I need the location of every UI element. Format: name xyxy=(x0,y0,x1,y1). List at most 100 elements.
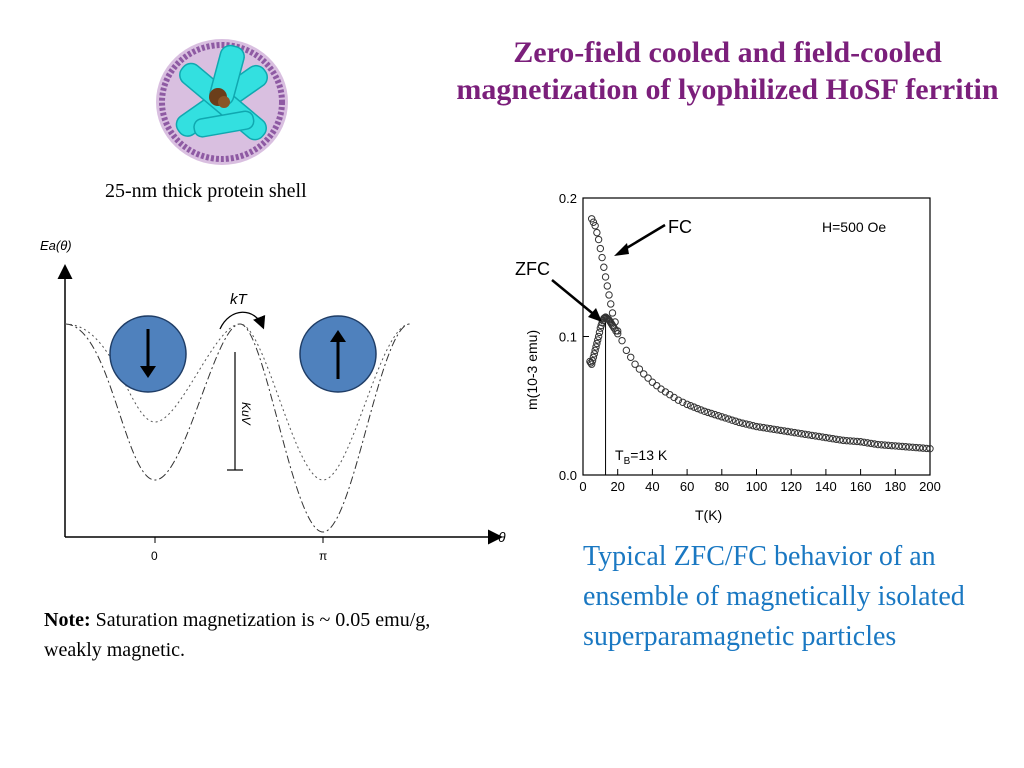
zfc-data-point xyxy=(592,343,600,351)
fc-data-point xyxy=(756,423,764,431)
fc-data-point xyxy=(635,365,644,373)
fc-data-point xyxy=(735,418,743,427)
fc-data-point xyxy=(804,431,813,439)
x-tick-label: 60 xyxy=(680,479,694,494)
ferritin-protein-image xyxy=(156,39,288,165)
fc-data-point xyxy=(922,444,931,453)
zfc-data-point xyxy=(595,328,604,337)
zfc-fc-chart: 0 20 40 60 80 100 120 140 160 180 200 0.0 0.1 0.2 T(K… xyxy=(515,191,941,523)
fc-data-point xyxy=(745,421,754,429)
x-tick-label: 120 xyxy=(780,479,802,494)
y-tick-label: 0.0 xyxy=(559,468,577,483)
fc-data-point xyxy=(631,360,639,368)
fc-data-point xyxy=(607,300,615,308)
x-tick-label: 20 xyxy=(610,479,624,494)
zfc-data-point xyxy=(594,332,603,341)
fc-data-point xyxy=(679,398,687,406)
y-tick-label: 0.2 xyxy=(559,191,577,206)
fc-data-point xyxy=(593,228,601,237)
fc-data-point xyxy=(801,430,809,438)
fc-data-point xyxy=(884,441,893,450)
fc-data-point xyxy=(888,441,896,450)
fc-data-point xyxy=(860,438,868,447)
tick-pi: π xyxy=(319,549,327,563)
fc-data-point xyxy=(874,440,882,449)
energy-barrier-diagram: Ea(θ) θ 0 π KuV kT xyxy=(40,238,506,563)
chart-y-label: m(10-3 emu) xyxy=(524,330,540,410)
fc-data-point xyxy=(787,428,795,436)
fc-data-point xyxy=(895,442,903,450)
fc-data-point xyxy=(794,429,802,437)
fc-data-point xyxy=(836,436,844,444)
fc-data-point xyxy=(818,433,827,441)
fc-data-point xyxy=(618,336,626,345)
kt-arrow xyxy=(219,311,266,330)
fc-data-point xyxy=(608,309,617,317)
fc-data-point xyxy=(829,435,837,443)
fc-data-point xyxy=(718,413,726,421)
chart-plot-frame xyxy=(582,197,931,476)
fc-data-point xyxy=(587,215,596,223)
fc-data-point xyxy=(601,273,610,281)
energy-x-label: θ xyxy=(498,529,506,545)
fc-data-point xyxy=(596,244,605,253)
zfc-data-point xyxy=(588,357,597,365)
protein-caption: 25-nm thick protein shell xyxy=(105,180,307,202)
zfc-data-point xyxy=(614,330,622,338)
energy-curve-field xyxy=(64,323,411,533)
fc-data-point xyxy=(603,282,611,290)
fc-data-point xyxy=(898,442,906,451)
chart-field-annotation: H=500 Oe xyxy=(822,219,886,235)
kt-label: kT xyxy=(230,291,249,308)
fc-data-point xyxy=(915,444,924,452)
note-body: Saturation magnetization is ~ 0.05 emu/g… xyxy=(44,609,431,661)
fc-data-point xyxy=(770,425,778,433)
fc-data-point xyxy=(742,420,750,428)
fc-data-point xyxy=(877,441,886,449)
fc-data-point xyxy=(674,396,683,404)
fc-data-point xyxy=(839,436,847,445)
zfc-data-point xyxy=(589,353,598,361)
fc-data-point xyxy=(926,444,934,453)
fc-data-point xyxy=(752,422,761,431)
fc-data-point xyxy=(622,346,631,355)
zfc-data-point xyxy=(594,336,602,344)
zfc-data-point xyxy=(591,346,599,355)
zfc-data-point xyxy=(587,360,596,368)
fc-data-point xyxy=(594,235,603,244)
fc-data-point xyxy=(846,437,854,445)
x-tick-label: 0 xyxy=(579,479,586,494)
note-label: Note: xyxy=(44,609,91,631)
fc-label: FC xyxy=(668,217,692,237)
x-tick-label: 160 xyxy=(850,479,872,494)
energy-curve-zero xyxy=(64,323,411,481)
fc-data-point xyxy=(759,423,768,432)
fc-data-point xyxy=(644,374,652,382)
fc-data-point xyxy=(700,407,709,415)
x-tick-label: 200 xyxy=(919,479,941,494)
fc-data-point xyxy=(825,434,834,442)
slide-title: Zero-field cooled and field-cooled magne… xyxy=(456,36,999,106)
fc-data-point xyxy=(731,417,740,425)
spin-down-icon xyxy=(109,315,187,393)
fc-data-point xyxy=(790,428,799,437)
fc-data-point xyxy=(693,404,702,413)
fc-data-point xyxy=(690,403,698,411)
fc-data-point xyxy=(648,378,657,386)
fc-data-point xyxy=(867,439,875,448)
fc-data-point xyxy=(589,218,598,226)
fc-data-point xyxy=(908,443,917,451)
fc-data-point xyxy=(738,419,747,427)
fc-data-point xyxy=(905,443,913,451)
fc-data-point xyxy=(600,263,608,271)
fc-data-point xyxy=(815,432,823,441)
zfc-data-point xyxy=(590,350,598,358)
zfc-label: ZFC xyxy=(515,259,550,279)
fc-data-point xyxy=(881,441,889,449)
fc-data-point xyxy=(598,253,606,262)
fc-data-point xyxy=(919,444,927,452)
fc-data-point xyxy=(811,432,820,440)
fc-data-point xyxy=(697,406,705,414)
chart-caption: Typical ZFC/FC behavior of an ensemble o… xyxy=(583,541,965,652)
fc-data-point xyxy=(704,408,712,417)
